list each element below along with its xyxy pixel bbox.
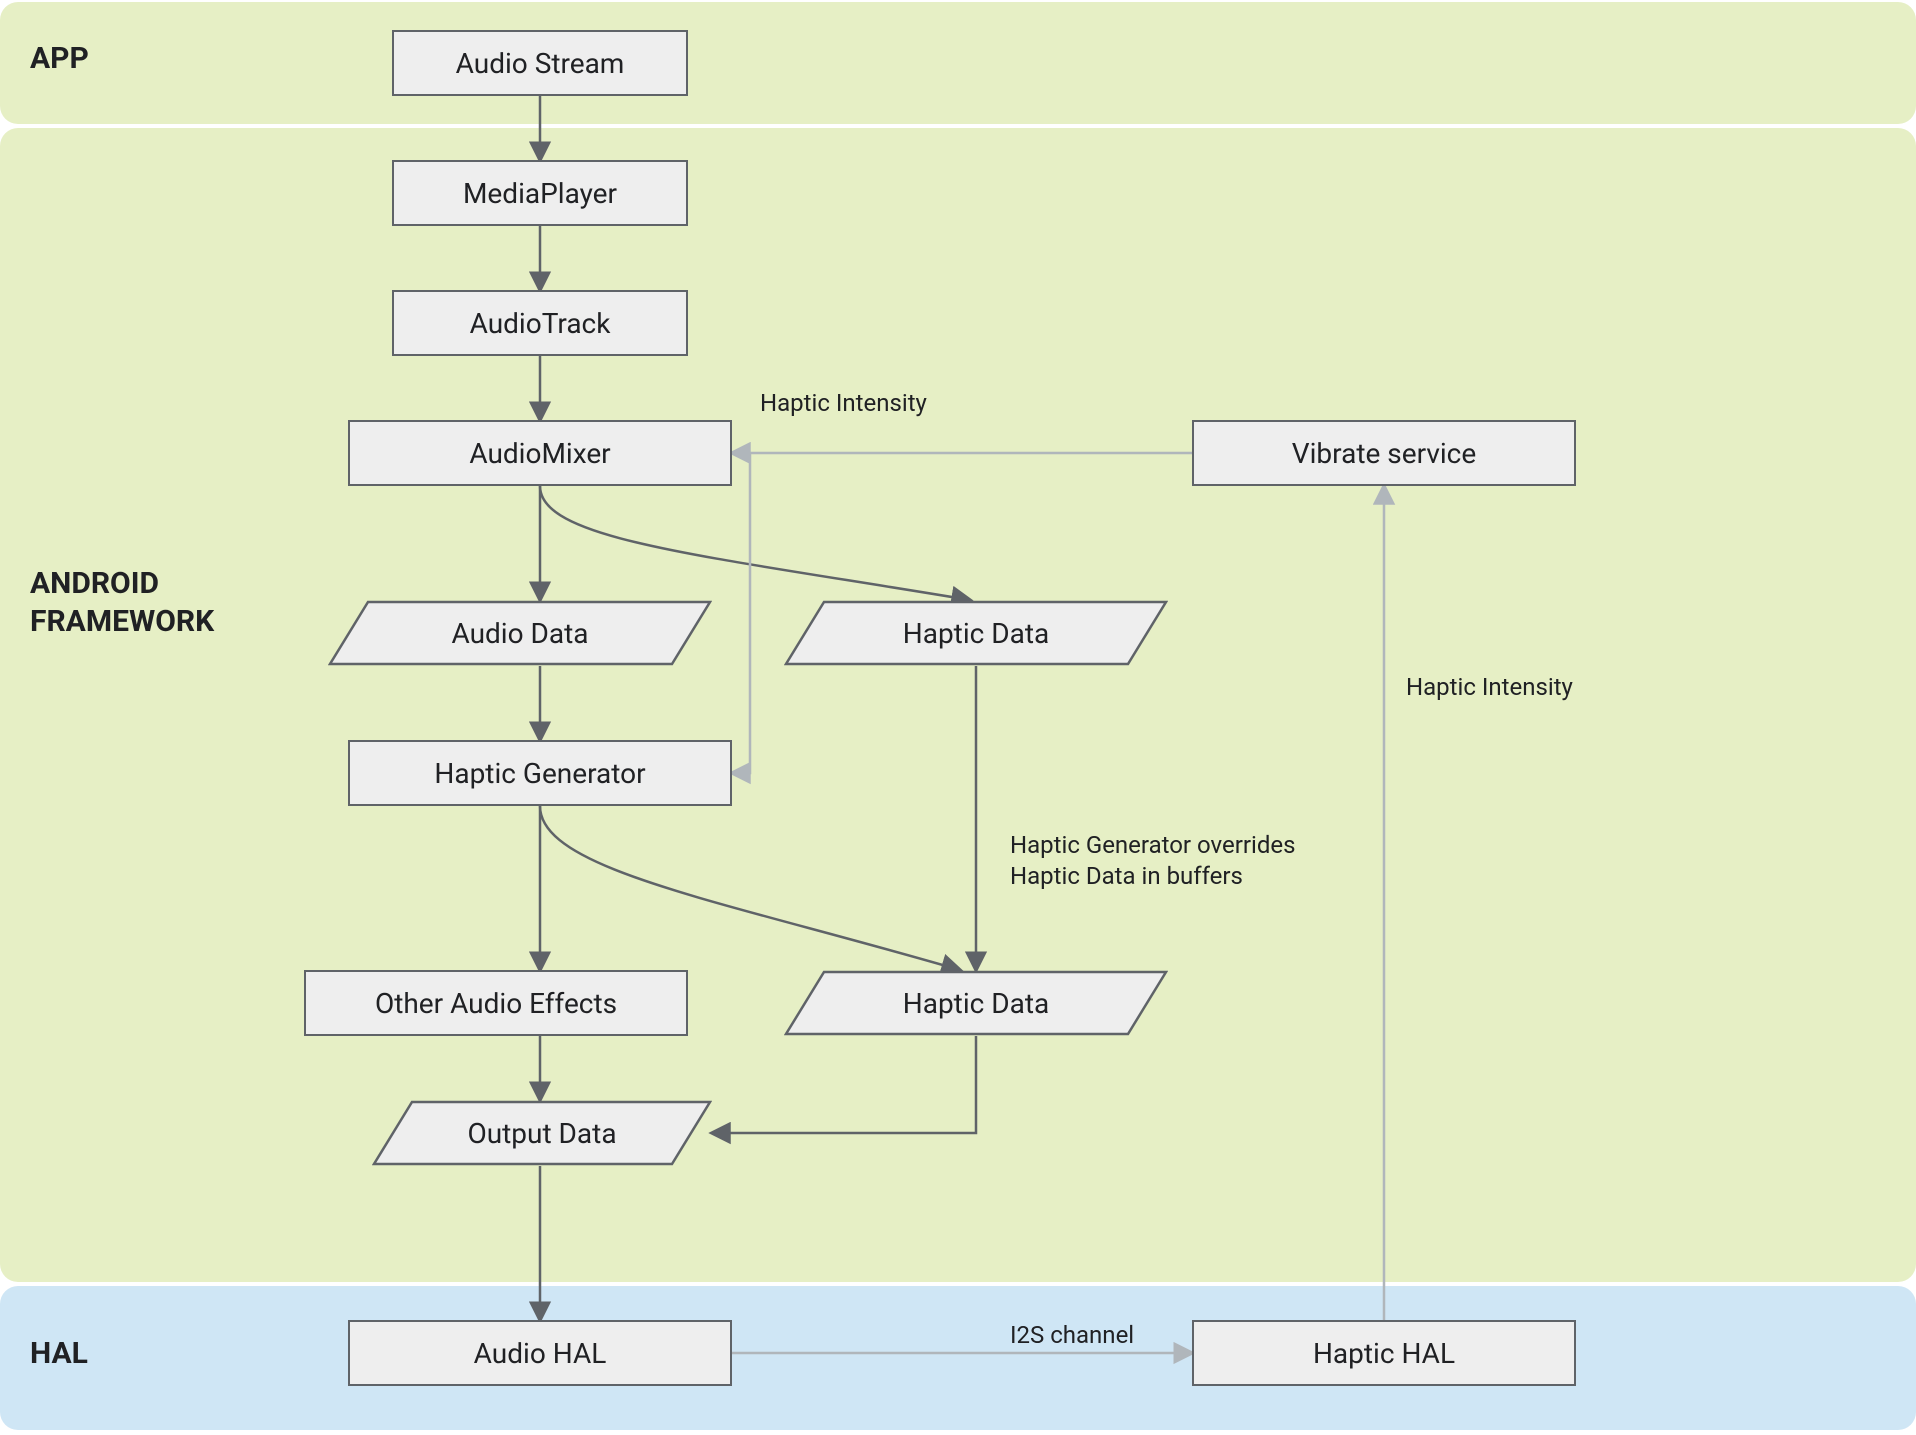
node-label: Haptic Data — [903, 987, 1050, 1020]
node-haptic-data-2: Haptic Data — [784, 970, 1168, 1036]
edge-label-i2s-channel: I2S channel — [1010, 1320, 1134, 1351]
node-label: MediaPlayer — [463, 177, 617, 210]
node-audio-hal: Audio HAL — [348, 1320, 732, 1386]
layer-label-hal: HAL — [30, 1335, 88, 1373]
node-audio-stream: Audio Stream — [392, 30, 688, 96]
flowchart-diagram: APP ANDROID FRAMEWORK HAL Audio Stream M… — [0, 0, 1916, 1435]
node-audio-mixer: AudioMixer — [348, 420, 732, 486]
node-label: Haptic HAL — [1313, 1337, 1455, 1370]
node-label: Audio Stream — [456, 47, 625, 80]
node-label: Other Audio Effects — [375, 987, 617, 1020]
node-haptic-generator: Haptic Generator — [348, 740, 732, 806]
layer-label-app: APP — [30, 40, 89, 78]
node-output-data: Output Data — [372, 1100, 712, 1166]
edge-label-haptic-intensity-top: Haptic Intensity — [760, 388, 927, 419]
layer-label-framework: ANDROID FRAMEWORK — [30, 565, 214, 640]
node-label: Haptic Generator — [434, 757, 645, 790]
node-label: Vibrate service — [1292, 437, 1476, 470]
node-haptic-data-1: Haptic Data — [784, 600, 1168, 666]
edge-label-overrides: Haptic Generator overrides Haptic Data i… — [1010, 830, 1295, 892]
node-audio-data: Audio Data — [328, 600, 712, 666]
layer-framework — [0, 128, 1916, 1282]
node-label: Haptic Data — [903, 617, 1050, 650]
node-other-audio-effects: Other Audio Effects — [304, 970, 688, 1036]
node-label: AudioMixer — [469, 437, 610, 470]
node-audio-track: AudioTrack — [392, 290, 688, 356]
layer-app — [0, 2, 1916, 124]
edge-label-haptic-intensity-right: Haptic Intensity — [1406, 672, 1573, 703]
node-label: AudioTrack — [470, 307, 611, 340]
node-vibrate-service: Vibrate service — [1192, 420, 1576, 486]
node-label: Output Data — [467, 1117, 616, 1150]
node-media-player: MediaPlayer — [392, 160, 688, 226]
layer-hal — [0, 1286, 1916, 1430]
node-label: Audio Data — [451, 617, 588, 650]
node-haptic-hal: Haptic HAL — [1192, 1320, 1576, 1386]
node-label: Audio HAL — [474, 1337, 607, 1370]
